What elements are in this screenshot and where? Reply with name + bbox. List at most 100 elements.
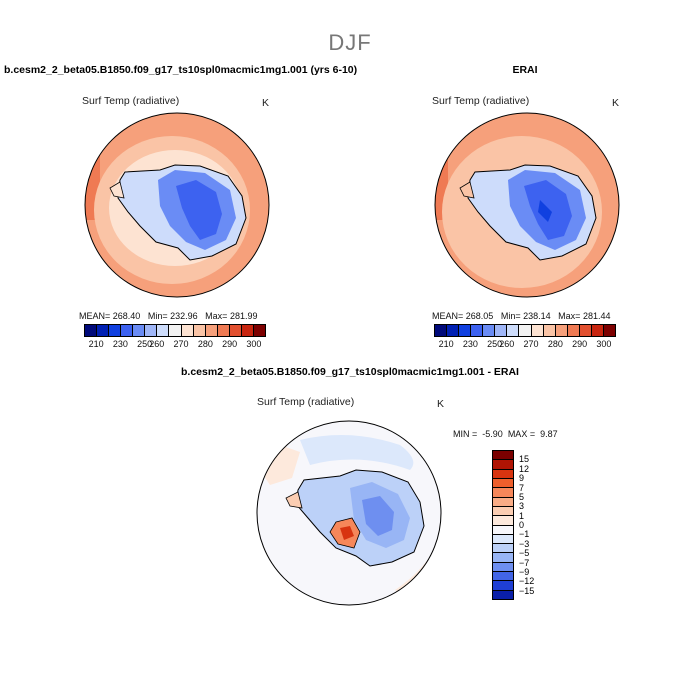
diff-colorbar-box <box>493 451 513 461</box>
diff-colorbar-tick-label: 0 <box>519 520 525 530</box>
model-colorbar-box <box>217 325 230 336</box>
diff-colorbar-tick-label: −7 <box>519 557 530 568</box>
obs-stats: MEAN= 268.05 Min= 238.14 Max= 281.44 <box>432 311 610 321</box>
obs-colorbar-box <box>531 325 544 336</box>
model-colorbar-box <box>253 325 265 336</box>
model-colorbar-ticks: 210 230 250 260 270 280 290 300 <box>84 339 266 351</box>
model-map-border <box>84 112 270 298</box>
obs-colorbar-tick-label: 280 <box>547 339 563 349</box>
obs-colorbar-tick-label: 260 <box>499 339 515 349</box>
model-mean-value: 268.40 <box>112 311 141 321</box>
diff-colorbar-tick-label: 7 <box>519 482 525 493</box>
diff-warm-ocean-2 <box>260 445 300 485</box>
diff-colorbar-ticks: 15 12 9 7 5 3 1 0 −1 −3 −5 −7 −9 −12 −15 <box>519 450 549 600</box>
obs-colorbar-tick-label: 270 <box>523 339 539 349</box>
model-colorbar-box <box>145 325 158 336</box>
model-colorbar <box>84 324 266 337</box>
diff-interior-5 <box>362 496 394 536</box>
obs-min-value: 238.14 <box>523 311 551 321</box>
diff-colorbar <box>492 450 514 600</box>
obs-colorbar-box <box>507 325 520 336</box>
diff-map-border <box>256 420 442 606</box>
diff-colorbar-tick-label: −1 <box>519 529 530 540</box>
diff-map <box>256 420 442 606</box>
obs-interior-230 <box>538 200 552 222</box>
model-units-label: K <box>262 97 270 109</box>
diff-colorbar-box <box>493 581 513 591</box>
obs-colorbar-box <box>459 325 472 336</box>
diff-colorbar-box <box>493 553 513 563</box>
diff-colorbar-box <box>493 506 513 517</box>
obs-mean-value: 268.05 <box>465 311 494 321</box>
model-colorbar-box <box>85 325 98 336</box>
obs-mean-label: MEAN= <box>432 311 464 321</box>
model-colorbar-box <box>181 325 194 336</box>
model-var-label: Surf Temp (radiative) <box>82 95 180 107</box>
diff-colorbar-tick-label: 12 <box>519 463 530 474</box>
model-colorbar-box <box>157 325 170 336</box>
diff-colorbar-box <box>493 525 513 535</box>
model-colorbar-tick-label: 290 <box>222 339 238 349</box>
model-colorbar-box <box>205 325 218 336</box>
obs-min-label: Min= <box>500 311 521 321</box>
model-colorbar-box <box>229 325 242 336</box>
model-colorbar-box <box>241 325 254 336</box>
diff-colorbar-box <box>493 572 513 582</box>
obs-colorbar-tick-label: 230 <box>462 339 478 349</box>
diff-colorbar-tick-label: 9 <box>519 473 525 484</box>
obs-colorbar-box <box>543 325 556 336</box>
diff-cool-band <box>300 435 414 470</box>
model-colorbar-tick-label: 300 <box>246 339 262 349</box>
diff-colorbar-tick-label: 15 <box>519 454 530 465</box>
diff-colorbar-tick-label: −9 <box>519 566 530 577</box>
diff-colorbar-box <box>493 516 513 526</box>
model-colorbar-tick-label: 250 <box>137 339 153 349</box>
diff-colorbar-tick-label: −15 <box>519 585 535 596</box>
diff-colorbar-box <box>493 544 513 554</box>
diff-colorbar-tick-label: −3 <box>519 538 530 549</box>
obs-max-label: Max= <box>558 311 581 321</box>
obs-colorbar <box>434 324 616 337</box>
diff-colorbar-box <box>493 460 513 470</box>
obs-colorbar-tick-label: 300 <box>596 339 612 349</box>
diff-colorbar-tick-label: 1 <box>519 510 525 521</box>
obs-colorbar-box <box>603 325 615 336</box>
diff-peninsula <box>285 491 303 509</box>
diff-stats: MIN = -5.90 MAX = 9.87 <box>453 429 558 439</box>
obs-colorbar-box <box>435 325 448 336</box>
diff-units-label: K <box>437 398 445 410</box>
obs-colorbar-tick-label: 250 <box>487 339 503 349</box>
diff-colorbar-box <box>493 562 513 573</box>
diff-colorbar-box <box>493 469 513 479</box>
diff-min-value: -5.90 <box>482 429 503 439</box>
model-stats: MEAN= 268.40 Min= 232.96 Max= 281.99 <box>79 311 257 321</box>
model-colorbar-box <box>121 325 134 336</box>
diff-var-label: Surf Temp (radiative) <box>257 396 355 408</box>
obs-colorbar-box <box>483 325 496 336</box>
diff-colorbar-box <box>493 488 513 498</box>
obs-map <box>434 112 620 298</box>
diff-colorbar-tick-label: 5 <box>519 491 525 502</box>
obs-colorbar-box <box>519 325 532 336</box>
model-min-value: 232.96 <box>170 311 198 321</box>
model-colorbar-tick-label: 210 <box>88 339 104 349</box>
obs-colorbar-tick-label: 210 <box>438 339 454 349</box>
model-colorbar-box <box>133 325 146 336</box>
obs-colorbar-box <box>555 325 568 336</box>
obs-map-border <box>434 112 620 298</box>
diff-colorbar-box <box>493 478 513 489</box>
model-max-label: Max= <box>205 311 228 321</box>
season-title: DJF <box>328 30 372 55</box>
diff-max-value: 9.87 <box>540 429 558 439</box>
model-colorbar-box <box>169 325 182 336</box>
model-colorbar-box <box>97 325 110 336</box>
diff-colorbar-box <box>493 497 513 507</box>
model-colorbar-box <box>109 325 122 336</box>
diff-min-label: MIN = <box>453 429 478 439</box>
model-colorbar-box <box>193 325 206 336</box>
obs-max-value: 281.44 <box>582 311 611 321</box>
obs-colorbar-box <box>471 325 484 336</box>
model-colorbar-tick-label: 270 <box>173 339 189 349</box>
obs-panel-title: ERAI <box>512 64 538 76</box>
